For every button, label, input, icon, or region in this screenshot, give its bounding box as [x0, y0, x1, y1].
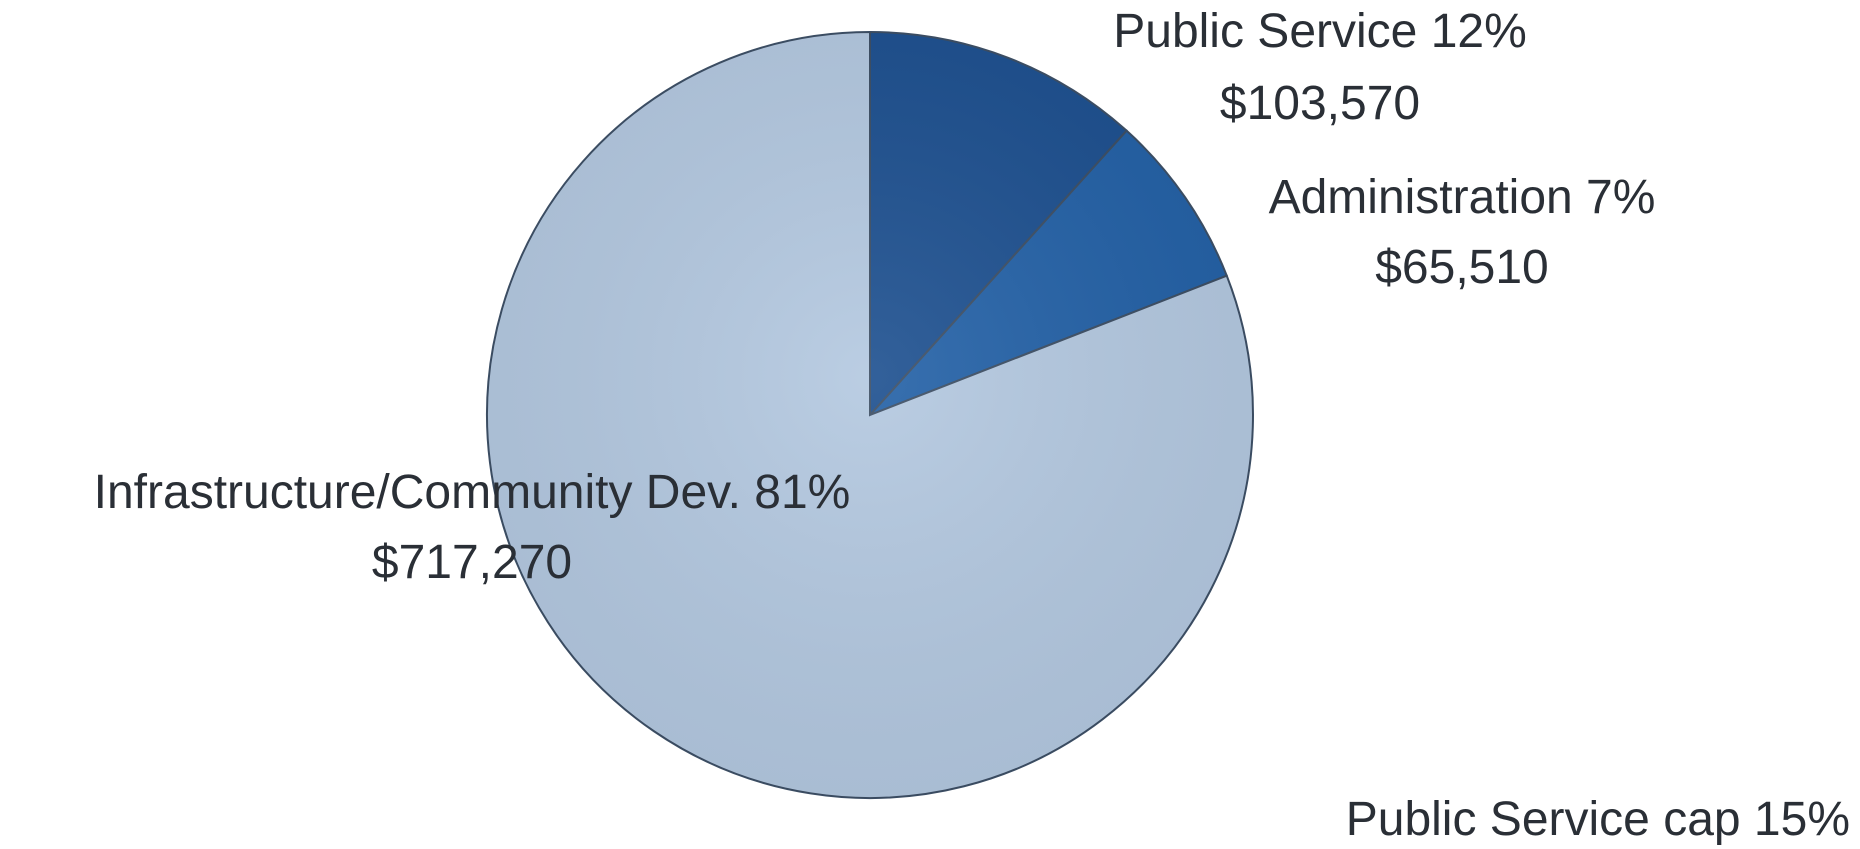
- slice-value-0: $103,570: [1220, 77, 1420, 130]
- public-service-cap-annotation: Public Service cap 15%: [1346, 793, 1850, 846]
- slice-value-1: $65,510: [1375, 241, 1549, 294]
- pie-shading: [487, 32, 1253, 798]
- pie-labels: Public Service 12% $103,570 Administration…: [94, 5, 1656, 589]
- slice-value-2: $717,270: [372, 536, 572, 589]
- slice-label-1: Administration 7%: [1269, 171, 1656, 224]
- slice-label-0: Public Service 12%: [1113, 5, 1527, 58]
- slice-label-2: Infrastructure/Community Dev. 81%: [94, 466, 851, 519]
- pie-slices: [485, 30, 1254, 799]
